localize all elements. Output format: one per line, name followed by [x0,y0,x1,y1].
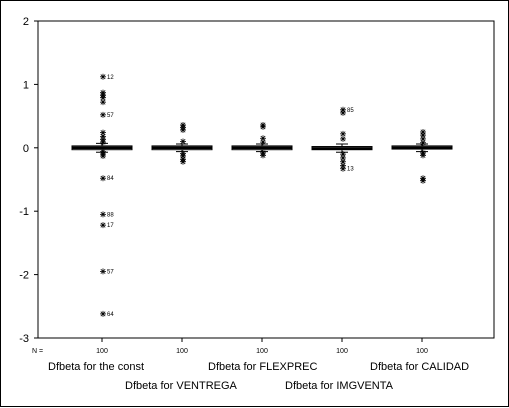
outlier-point [260,123,266,130]
outlier-point [260,139,266,146]
category-label: Dfbeta for the const [48,361,144,373]
outlier-asterisk-stroke [180,159,186,165]
outlier-asterisk-stroke [260,139,266,145]
outlier-point [100,139,106,146]
outlier-asterisk-stroke [260,135,266,141]
outlier-asterisk-stroke [340,155,346,161]
outlier-point [420,152,426,159]
outlier-point [340,165,346,172]
outlier-asterisk-stroke [340,131,346,137]
outlier-point [100,111,106,118]
outlier-point [100,310,106,317]
outlier-asterisk-stroke [100,130,106,136]
category-label: Dfbeta for IMGVENTA [285,380,394,392]
y-tick-label: 0 [23,143,29,155]
outlier-point [100,175,106,182]
category-label: Dfbeta for CALIDAD [370,361,469,373]
outlier-label: 57 [107,113,114,119]
outlier-label: 17 [107,223,114,229]
outlier-point [420,139,426,146]
y-tick-label: -1 [19,206,29,218]
outlier-label: 13 [347,167,354,173]
outlier-label: 64 [107,312,114,318]
outlier-asterisk-stroke [180,138,186,144]
outlier-point [100,99,106,106]
n-label: N = [32,348,43,355]
outlier-point [340,135,346,142]
outlier-asterisk-stroke [100,222,106,228]
outlier-asterisk-stroke [180,127,186,133]
y-tick-label: 2 [23,16,29,28]
outlier-point [100,211,106,218]
y-tick-label: -2 [19,270,29,282]
outlier-asterisk-stroke [340,151,346,157]
outlier-asterisk-stroke [340,136,346,142]
outlier-point [340,109,346,116]
outlier-asterisk-stroke [260,124,266,130]
n-value: 100 [176,348,188,355]
plot-area-frame [37,20,495,339]
outlier-point [180,138,186,145]
outlier-asterisk-stroke [100,95,106,101]
outlier-asterisk-stroke [100,153,106,159]
outlier-asterisk-stroke [340,110,346,116]
n-value: 100 [416,348,428,355]
outlier-asterisk-stroke [100,175,106,181]
outlier-label: 88 [107,212,114,218]
outlier-asterisk-stroke [100,311,106,317]
outlier-point [260,135,266,142]
outlier-point [420,135,426,142]
outlier-asterisk-stroke [420,140,426,146]
y-tick-label: 1 [23,79,29,91]
outlier-asterisk-stroke [100,99,106,105]
outlier-asterisk-stroke [100,268,106,274]
outlier-point [100,73,106,80]
outlier-point [260,152,266,159]
n-value: 100 [336,348,348,355]
outlier-point [100,222,106,229]
outlier-point [100,268,106,275]
n-value: 100 [256,348,268,355]
category-label: Dfbeta for FLEXPREC [208,361,317,373]
outlier-asterisk-stroke [340,166,346,172]
outlier-point [100,153,106,160]
outlier-point [420,177,426,184]
outlier-asterisk-stroke [420,178,426,184]
outlier-asterisk-stroke [100,139,106,145]
outlier-label: 12 [107,75,114,81]
outlier-label: 57 [107,269,114,275]
outlier-point [180,158,186,165]
y-tick-label: -3 [19,333,29,345]
category-label: Dfbeta for VENTREGA [125,380,238,392]
outlier-asterisk-stroke [340,159,346,165]
outlier-point [340,130,346,137]
outlier-asterisk-stroke [420,132,426,138]
outlier-asterisk-stroke [100,112,106,118]
outlier-asterisk-stroke [420,152,426,158]
outlier-asterisk-stroke [420,136,426,142]
outlier-point [180,127,186,134]
outlier-label: 84 [107,176,114,182]
outlier-asterisk-stroke [260,152,266,158]
outlier-label: 85 [347,108,354,114]
outlier-asterisk-stroke [100,74,106,80]
outlier-asterisk-stroke [100,211,106,217]
n-value: 100 [96,348,108,355]
